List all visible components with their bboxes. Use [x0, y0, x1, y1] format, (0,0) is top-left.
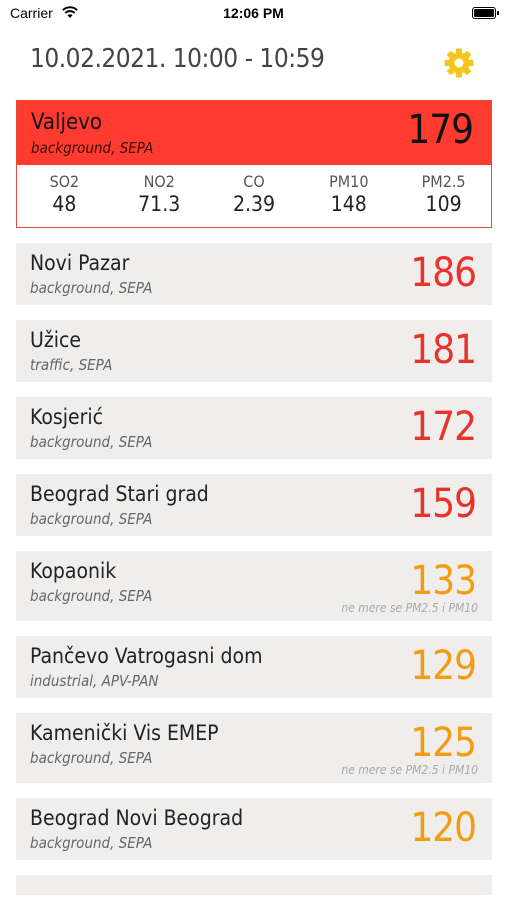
station-name: Beograd Novi Beograd	[30, 806, 244, 830]
station-row[interactable]: Kopaonik background, SEPA 133 ne mere se…	[16, 551, 492, 621]
station-type: background, SEPA	[30, 279, 153, 297]
station-row[interactable]: Užice traffic, SEPA 181	[16, 320, 492, 382]
aqi-value: 129	[410, 643, 477, 689]
station-row[interactable]: Pančevo Vatrogasni dom industrial, APV-P…	[16, 636, 492, 698]
aqi-value: 133	[410, 558, 477, 604]
pollutant-pm25: PM2.5 109	[396, 165, 491, 226]
carrier-label: Carrier	[10, 5, 53, 21]
station-row[interactable]: Novi Pazar background, SEPA 186	[16, 243, 492, 305]
station-row[interactable]: Kamenički Vis EMEP background, SEPA 125 …	[16, 713, 492, 783]
station-name: Pančevo Vatrogasni dom	[30, 644, 263, 668]
pollutant-label: CO	[243, 172, 265, 191]
clock-label: 12:06 PM	[223, 5, 284, 21]
station-type: background, SEPA	[30, 433, 153, 451]
aqi-value: 172	[410, 404, 477, 450]
aqi-value: 181	[410, 327, 477, 373]
station-name: Beograd Stari grad	[30, 482, 209, 506]
pollutant-value: 109	[425, 192, 462, 216]
pollutant-value: 71.3	[138, 192, 181, 216]
station-name: Užice	[30, 328, 82, 352]
aqi-value: 120	[410, 805, 477, 851]
wifi-icon	[62, 6, 78, 18]
station-name: Kopaonik	[30, 559, 117, 583]
station-name: Kamenički Vis EMEP	[30, 721, 219, 745]
pollutant-so2: SO2 48	[17, 165, 112, 226]
station-row-partial[interactable]	[16, 875, 492, 895]
aqi-value: 159	[410, 481, 477, 527]
station-type: background, SEPA	[30, 834, 153, 852]
station-type: background, SEPA	[30, 749, 153, 767]
station-type: traffic, SEPA	[30, 356, 113, 374]
featured-station-header: Valjevo background, SEPA 179	[17, 101, 491, 165]
station-type: background, SEPA	[30, 587, 153, 605]
pollutant-label: NO2	[143, 172, 175, 191]
station-type: industrial, APV-PAN	[30, 672, 159, 690]
aqi-value: 179	[407, 107, 474, 153]
pollutant-no2: NO2 71.3	[112, 165, 207, 226]
pollutant-label: SO2	[49, 172, 80, 191]
station-type: background, SEPA	[30, 510, 153, 528]
station-row[interactable]: Beograd Novi Beograd background, SEPA 12…	[16, 798, 492, 860]
battery-icon	[472, 7, 499, 19]
station-list: Valjevo background, SEPA 179 SO2 48 NO2 …	[16, 100, 492, 895]
station-row[interactable]: Beograd Stari grad background, SEPA 159	[16, 474, 492, 536]
station-row[interactable]: Kosjerić background, SEPA 172	[16, 397, 492, 459]
measurement-note: ne mere se PM2.5 i PM10	[341, 601, 478, 615]
pollutant-label: PM2.5	[421, 172, 466, 191]
page-title: 10.02.2021. 10:00 - 10:59	[30, 44, 325, 74]
gear-icon[interactable]	[443, 47, 475, 79]
pollutant-label: PM10	[329, 172, 369, 191]
station-name: Kosjerić	[30, 405, 104, 429]
pollutant-value: 2.39	[232, 192, 276, 216]
aqi-value: 186	[410, 250, 477, 296]
station-type: background, SEPA	[31, 139, 154, 157]
pollutant-pm10: PM10 148	[301, 165, 396, 226]
pollutant-row: SO2 48 NO2 71.3 CO 2.39 PM10 148 PM2.5 1…	[17, 165, 491, 226]
station-name: Novi Pazar	[30, 251, 130, 275]
station-name: Valjevo	[31, 110, 102, 135]
pollutant-value: 48	[52, 192, 77, 216]
pollutant-value: 148	[330, 192, 367, 216]
status-bar: Carrier 12:06 PM	[0, 0, 507, 30]
aqi-value: 125	[410, 720, 477, 766]
measurement-note: ne mere se PM2.5 i PM10	[341, 763, 478, 777]
featured-station-card[interactable]: Valjevo background, SEPA 179 SO2 48 NO2 …	[16, 100, 492, 228]
pollutant-co: CO 2.39	[207, 165, 302, 226]
